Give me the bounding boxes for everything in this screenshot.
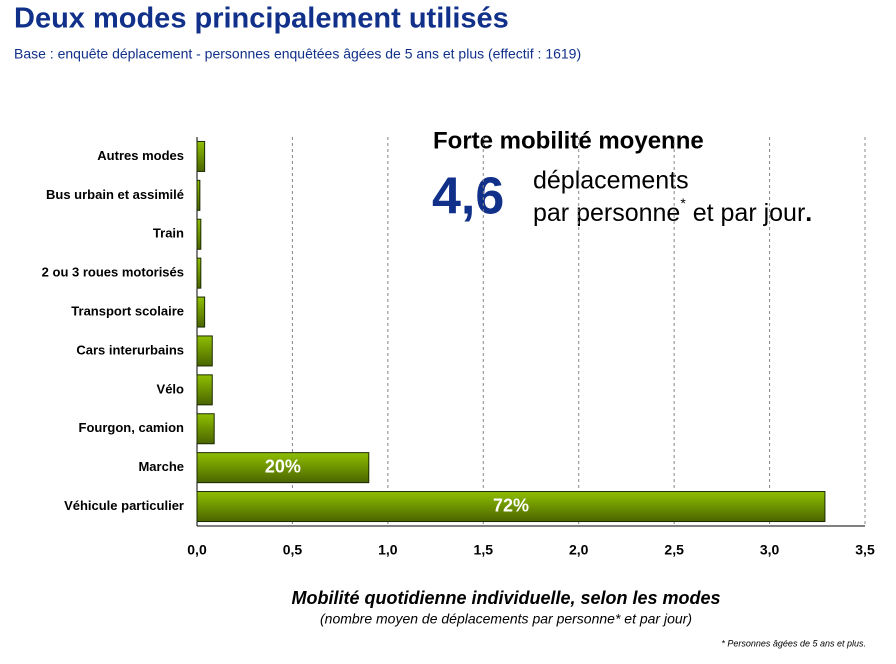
x-tick-label: 3,0 — [760, 542, 780, 558]
x-tick-label: 2,0 — [569, 542, 589, 558]
bar — [196, 218, 202, 250]
y-tick-label: Bus urbain et assimilé — [46, 187, 184, 202]
callout-line: déplacements — [533, 167, 689, 195]
y-tick-label: 2 ou 3 roues motorisés — [42, 265, 184, 280]
callout-text: et par jour — [686, 199, 806, 227]
footnote: * Personnes âgées de 5 ans et plus. — [721, 638, 866, 648]
bar — [196, 140, 206, 172]
bar — [196, 179, 201, 211]
y-tick-label: Autres modes — [97, 148, 184, 163]
x-tick-label: 3,5 — [855, 542, 875, 558]
y-tick-label: Train — [153, 226, 184, 241]
x-tick-label: 0,5 — [283, 542, 303, 558]
bar — [196, 335, 213, 367]
callout-text: . — [805, 199, 812, 227]
callout-sup: * — [680, 195, 686, 211]
bar — [196, 374, 213, 406]
x-tick-label: 1,0 — [378, 542, 398, 558]
y-tick-label: Vélo — [157, 381, 185, 396]
y-tick-label: Marche — [138, 459, 184, 474]
bar — [196, 296, 206, 328]
y-tick-label: Fourgon, camion — [79, 420, 185, 435]
x-tick-label: 1,5 — [474, 542, 494, 558]
callout-value: 4,6 — [432, 168, 504, 226]
bar — [196, 257, 202, 289]
x-tick-label: 2,5 — [664, 542, 684, 558]
x-axis-note: (nombre moyen de déplacements par person… — [320, 611, 692, 627]
data-label: 72% — [493, 495, 529, 515]
x-axis-title: Mobilité quotidienne individuelle, selon… — [291, 588, 720, 608]
bar — [196, 491, 826, 523]
data-label: 20% — [265, 456, 301, 476]
chart-title: Deux modes principalement utilisés — [14, 3, 509, 35]
callout-heading: Forte mobilité moyenne — [433, 127, 704, 154]
y-tick-label: Transport scolaire — [71, 303, 184, 318]
y-tick-label: Véhicule particulier — [64, 498, 184, 513]
x-tick-label: 0,0 — [187, 542, 207, 558]
chart-subtitle: Base : enquête déplacement - personnes e… — [14, 46, 581, 62]
bar — [196, 413, 215, 445]
bar — [196, 452, 370, 484]
callout-text: par personne — [533, 199, 680, 227]
callout-line: par personne* et par jour. — [533, 195, 812, 227]
y-tick-label: Cars interurbains — [76, 342, 184, 357]
